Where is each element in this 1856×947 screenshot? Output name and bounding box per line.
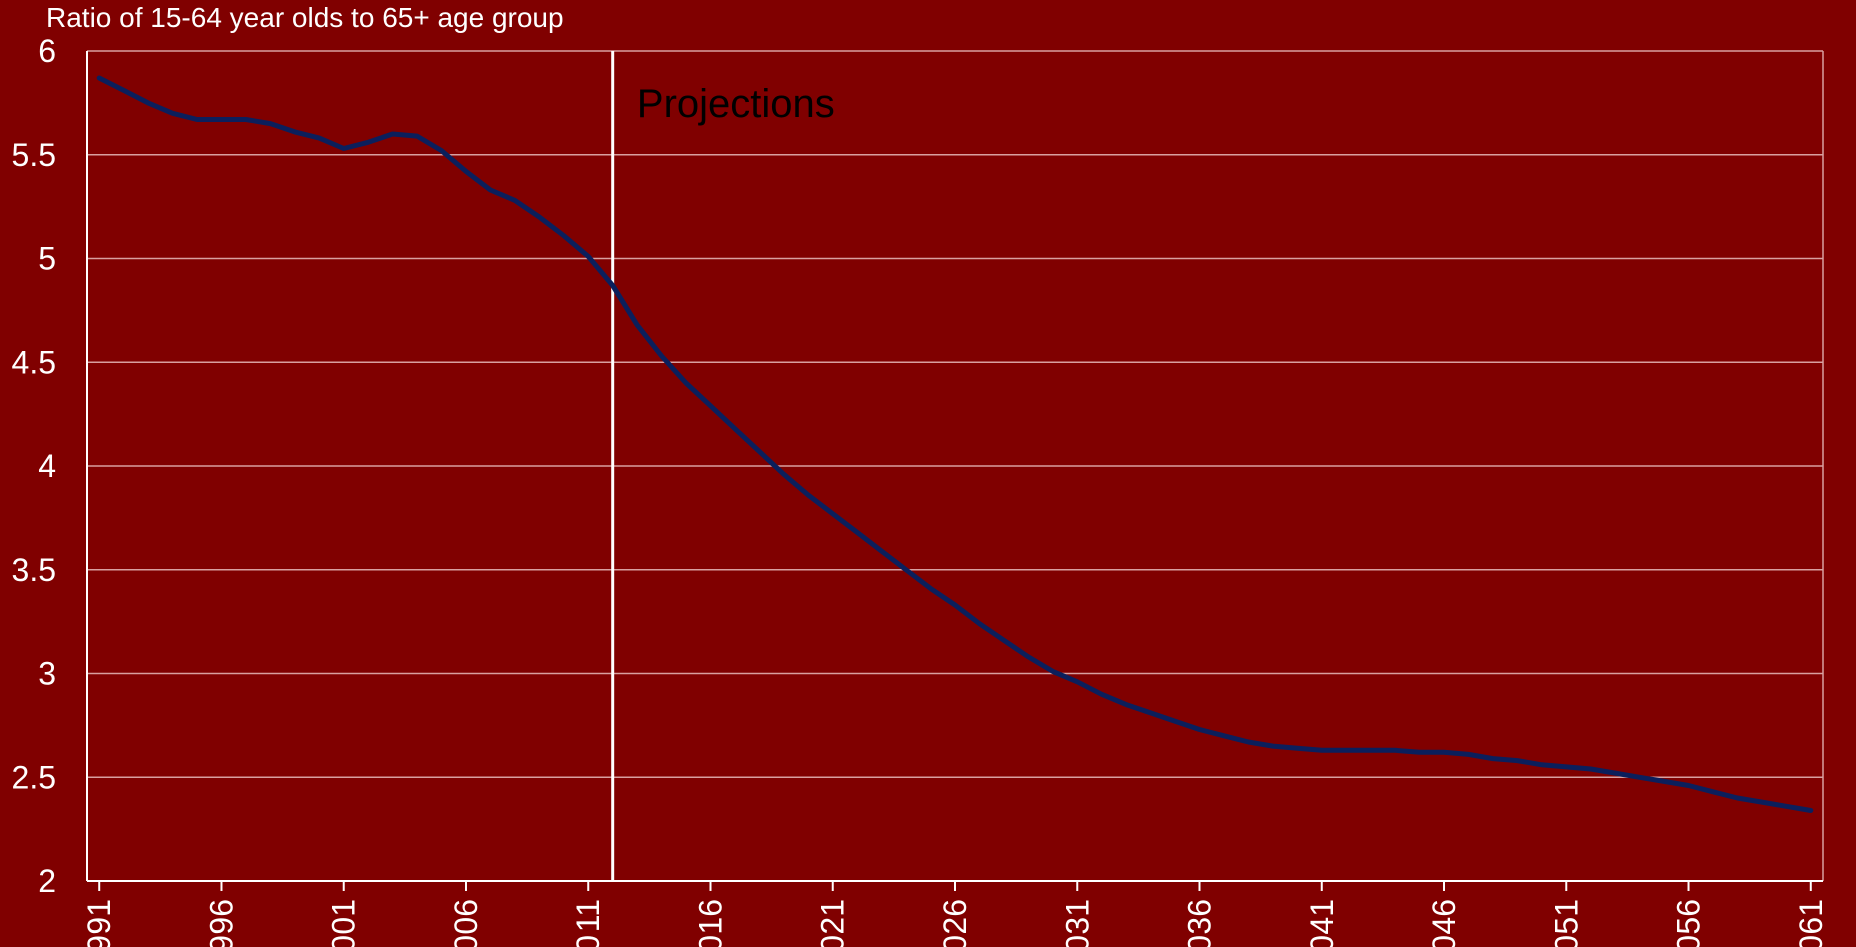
y-tick-labels: 2 2.5 3 3.5 4 4.5 5 5.5 6 — [12, 33, 56, 899]
x-tick-label-part: 36 — [1182, 899, 1218, 935]
x-tick-label: 2001 — [326, 899, 362, 947]
y-tick-label: 4 — [38, 448, 56, 484]
annotations: Projections — [637, 82, 835, 126]
x-tick-label: 2046 — [1426, 899, 1462, 947]
chart-title: Ratio of 15-64 year olds to 65+ age grou… — [46, 2, 564, 33]
x-tick-label-part: 96 — [203, 899, 239, 935]
y-tick-label: 2.5 — [12, 759, 56, 795]
x-tick-label-part: 21 — [815, 899, 851, 935]
x-tick-label-part: 20 — [1059, 935, 1095, 947]
x-tick-label-part: 20 — [1793, 935, 1829, 947]
x-tick-label-part: 01 — [326, 899, 362, 935]
x-tick-label-part: 19 — [203, 935, 239, 947]
x-tick-label-part: 61 — [1793, 899, 1829, 935]
x-tick-label-part: 51 — [1548, 899, 1584, 935]
x-tick-label: 2026 — [937, 899, 973, 947]
x-tick-label: 1991 — [81, 899, 117, 947]
y-tick-label: 3 — [38, 656, 56, 692]
x-tick-labels: 1991199620012006201120162021202620312036… — [81, 899, 1829, 947]
x-tick-label-part: 41 — [1304, 899, 1340, 935]
x-tick-label-part: 11 — [570, 899, 606, 932]
x-tick-label-part: 06 — [448, 899, 484, 935]
y-tick-label: 6 — [38, 33, 56, 69]
y-tick-label: 3.5 — [12, 552, 56, 588]
x-tick-label-part: 20 — [1182, 935, 1218, 947]
y-tick-label: 5 — [38, 241, 56, 277]
x-tick-label: 2041 — [1304, 899, 1340, 947]
x-tick-label: 2051 — [1548, 899, 1584, 947]
projections-label: Projections — [637, 82, 835, 126]
x-tick-label-part: 20 — [1304, 935, 1340, 947]
series-layer — [96, 75, 1814, 813]
x-tick-label-part: 20 — [937, 935, 973, 947]
x-tick-label: 2011 — [570, 899, 606, 947]
x-tick-label: 2036 — [1182, 899, 1218, 947]
grid-lines — [87, 50, 1823, 778]
x-tick-label-part: 19 — [81, 935, 117, 947]
x-tick-label-part: 91 — [81, 899, 117, 935]
x-tick-label: 2031 — [1059, 899, 1095, 947]
x-tick-label-part: 20 — [326, 935, 362, 947]
x-tick-label-part: 20 — [692, 935, 728, 947]
x-tick-label-part: 26 — [937, 899, 973, 935]
x-tick-label-part: 20 — [1426, 935, 1462, 947]
x-tick-label: 2006 — [448, 899, 484, 947]
axes — [86, 51, 1824, 891]
x-tick-label-part: 20 — [570, 935, 606, 947]
x-tick-label: 2016 — [692, 899, 728, 947]
x-tick-label-part: 20 — [1548, 935, 1584, 947]
x-tick-label-part: 20 — [1671, 935, 1707, 947]
x-tick-label: 1996 — [203, 899, 239, 947]
x-tick-label-part: 56 — [1671, 899, 1707, 935]
y-tick-label: 2 — [38, 863, 56, 899]
x-tick-label-part: 46 — [1426, 899, 1462, 935]
x-tick-label: 2061 — [1793, 899, 1829, 947]
x-tick-label-part: 20 — [815, 935, 851, 947]
y-tick-label: 5.5 — [12, 137, 56, 173]
x-tick-label-part: 20 — [448, 935, 484, 947]
x-tick-label: 2056 — [1671, 899, 1707, 947]
x-tick-label-part: 16 — [692, 899, 728, 935]
y-tick-label: 4.5 — [12, 344, 56, 380]
x-tick-label-part: 31 — [1059, 899, 1095, 935]
series-line — [96, 75, 1814, 813]
x-tick-label: 2021 — [815, 899, 851, 947]
